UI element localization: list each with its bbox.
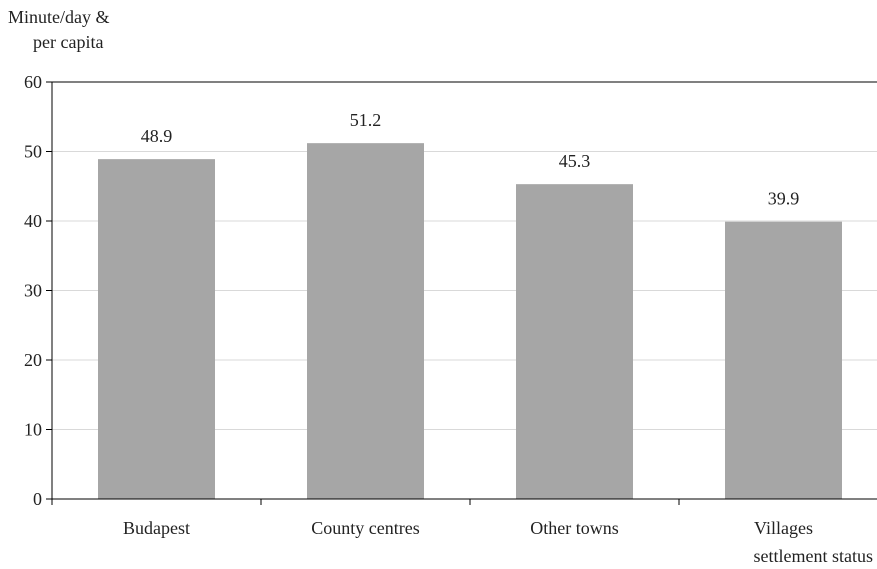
y-axis-label-line1: Minute/day & [8, 7, 110, 27]
y-tick-label: 50 [24, 142, 42, 162]
y-tick-label: 30 [24, 281, 42, 301]
bar-other-towns [516, 184, 633, 500]
x-category-label: Villages [754, 518, 813, 538]
x-category-label: Budapest [123, 518, 190, 538]
bars [98, 143, 842, 500]
data-label: 51.2 [350, 110, 382, 130]
data-label: 39.9 [768, 189, 800, 209]
y-tick-label: 20 [24, 350, 42, 370]
x-axis-label: settlement status [754, 546, 873, 566]
y-tick-label: 60 [24, 72, 42, 92]
data-label: 48.9 [141, 126, 173, 146]
bar-county-centres [307, 143, 424, 499]
x-category-label: County centres [311, 518, 419, 538]
x-ticks: Budapest County centres Other towns Village… [51, 499, 813, 538]
y-ticks: 0 10 20 30 40 50 60 [24, 72, 52, 509]
y-tick-label: 0 [33, 489, 42, 509]
y-axis-label-line2: per capita [33, 32, 104, 52]
bar-budapest [98, 159, 215, 499]
bar-villages [725, 221, 842, 499]
data-label: 45.3 [559, 151, 591, 171]
x-category-label: Other towns [530, 518, 619, 538]
data-labels: 48.9 51.2 45.3 39.9 [141, 110, 800, 209]
y-tick-label: 10 [24, 420, 42, 440]
y-tick-label: 40 [24, 211, 42, 231]
